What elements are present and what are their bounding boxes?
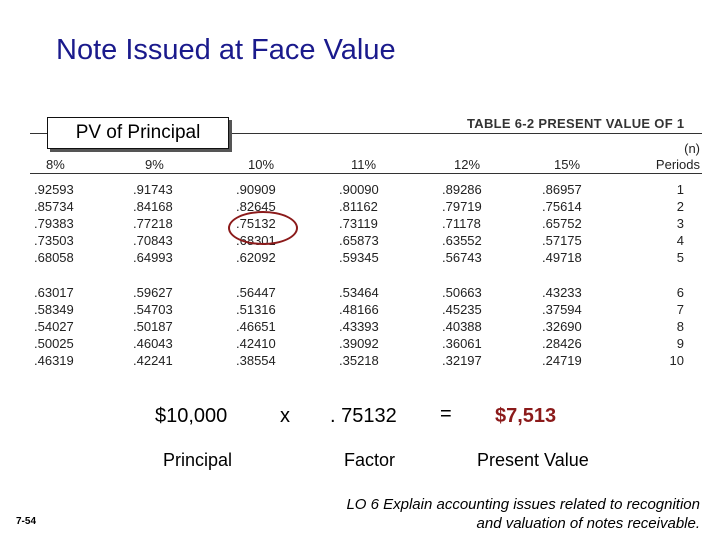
table-cell: .62092 [236, 250, 276, 265]
table-top-rule [30, 133, 702, 134]
table-cell: .50025 [34, 336, 74, 351]
table-cell: .48166 [339, 302, 379, 317]
page-number: 7-54 [16, 516, 37, 527]
rate-header: 12% [454, 157, 481, 172]
table-cell: .32197 [442, 353, 482, 368]
table-cell: .38554 [236, 353, 276, 368]
table-cell: .58349 [34, 302, 74, 317]
period-number: 1 [676, 182, 684, 197]
period-number: 8 [676, 319, 684, 334]
learning-objective-line-1: LO 6 Explain accounting issues related t… [346, 496, 700, 513]
period-number: 10 [669, 353, 684, 368]
table-cell: .53464 [339, 285, 379, 300]
table-cell: .79383 [34, 216, 74, 231]
table-cell: .51316 [236, 302, 276, 317]
table-cell: .63017 [34, 285, 74, 300]
rate-header: 15% [554, 157, 581, 172]
periods-header-n: (n) [684, 141, 700, 156]
period-number: 4 [676, 233, 684, 248]
table-header-rule [30, 173, 702, 174]
table-cell: .90090 [339, 182, 379, 197]
pv-of-principal-label: PV of Principal [47, 117, 229, 149]
table-cell: .50663 [442, 285, 482, 300]
table-cell: .68058 [34, 250, 74, 265]
table-cell: .43233 [542, 285, 582, 300]
table-cell: .73503 [34, 233, 74, 248]
period-number: 7 [676, 302, 684, 317]
table-cell: .46319 [34, 353, 74, 368]
table-cell: .81162 [339, 199, 378, 214]
learning-objective: LO 6 Explain accounting issues related t… [346, 495, 700, 533]
table-cell: .39092 [339, 336, 379, 351]
table-cell: .50187 [133, 319, 173, 334]
table-cell: .49718 [542, 250, 582, 265]
highlight-circle [228, 211, 298, 245]
periods-header: Periods [655, 157, 700, 172]
rate-header: 10% [248, 157, 275, 172]
table-cell: .71178 [442, 216, 481, 231]
table-cell: .56447 [236, 285, 276, 300]
table-cell: .36061 [442, 336, 482, 351]
table-cell: .46651 [236, 319, 276, 334]
equals-sign: = [440, 403, 452, 425]
table-cell: .73119 [339, 216, 378, 231]
table-cell: .54027 [34, 319, 74, 334]
table-cell: .91743 [133, 182, 173, 197]
table-cell: .86957 [542, 182, 582, 197]
factor-label: Factor [344, 450, 396, 470]
table-cell: .92593 [34, 182, 74, 197]
table-cell: .40388 [442, 319, 482, 334]
table-cell: .77218 [133, 216, 173, 231]
table-cell: .65873 [339, 233, 379, 248]
table-cell: .57175 [542, 233, 582, 248]
principal-amount: $10,000 [155, 405, 228, 427]
present-value-result: $7,513 [495, 405, 557, 427]
table-cell: .42241 [133, 353, 173, 368]
table-cell: .89286 [442, 182, 482, 197]
table-cell: .75614 [542, 199, 582, 214]
table-cell: .54703 [133, 302, 173, 317]
table-cell: .90909 [236, 182, 276, 197]
table-cell: .84168 [133, 199, 173, 214]
table-cell: .85734 [34, 199, 74, 214]
table-cell: .63552 [442, 233, 482, 248]
rate-header: 11% [351, 157, 377, 172]
table-cell: .59627 [133, 285, 173, 300]
table-title: TABLE 6-2 PRESENT VALUE OF 1 [467, 116, 685, 131]
rate-header: 9% [145, 157, 164, 172]
table-cell: .42410 [236, 336, 276, 351]
period-number: 3 [676, 216, 684, 231]
table-cell: .45235 [442, 302, 482, 317]
table-cell: .79719 [442, 199, 482, 214]
table-cell: .56743 [442, 250, 482, 265]
table-cell: .65752 [542, 216, 582, 231]
times-sign: x [280, 405, 290, 427]
period-number: 5 [676, 250, 684, 265]
period-number: 6 [676, 285, 684, 300]
table-cell: .24719 [542, 353, 582, 368]
period-number: 9 [676, 336, 684, 351]
principal-label: Principal [163, 450, 233, 470]
learning-objective-line-2: and valuation of notes receivable. [476, 515, 700, 532]
period-number: 2 [676, 199, 684, 214]
table-cell: .70843 [133, 233, 173, 248]
table-cell: .32690 [542, 319, 582, 334]
table-cell: .37594 [542, 302, 582, 317]
table-cell: .35218 [339, 353, 379, 368]
factor-value: . 75132 [330, 405, 397, 427]
table-cell: .43393 [339, 319, 379, 334]
table-cell: .28426 [542, 336, 582, 351]
rate-header: 8% [46, 157, 65, 172]
table-cell: .46043 [133, 336, 173, 351]
present-value-label: Present Value [477, 450, 589, 470]
slide-title: Note Issued at Face Value [56, 34, 396, 66]
table-cell: .64993 [133, 250, 173, 265]
table-cell: .59345 [339, 250, 379, 265]
